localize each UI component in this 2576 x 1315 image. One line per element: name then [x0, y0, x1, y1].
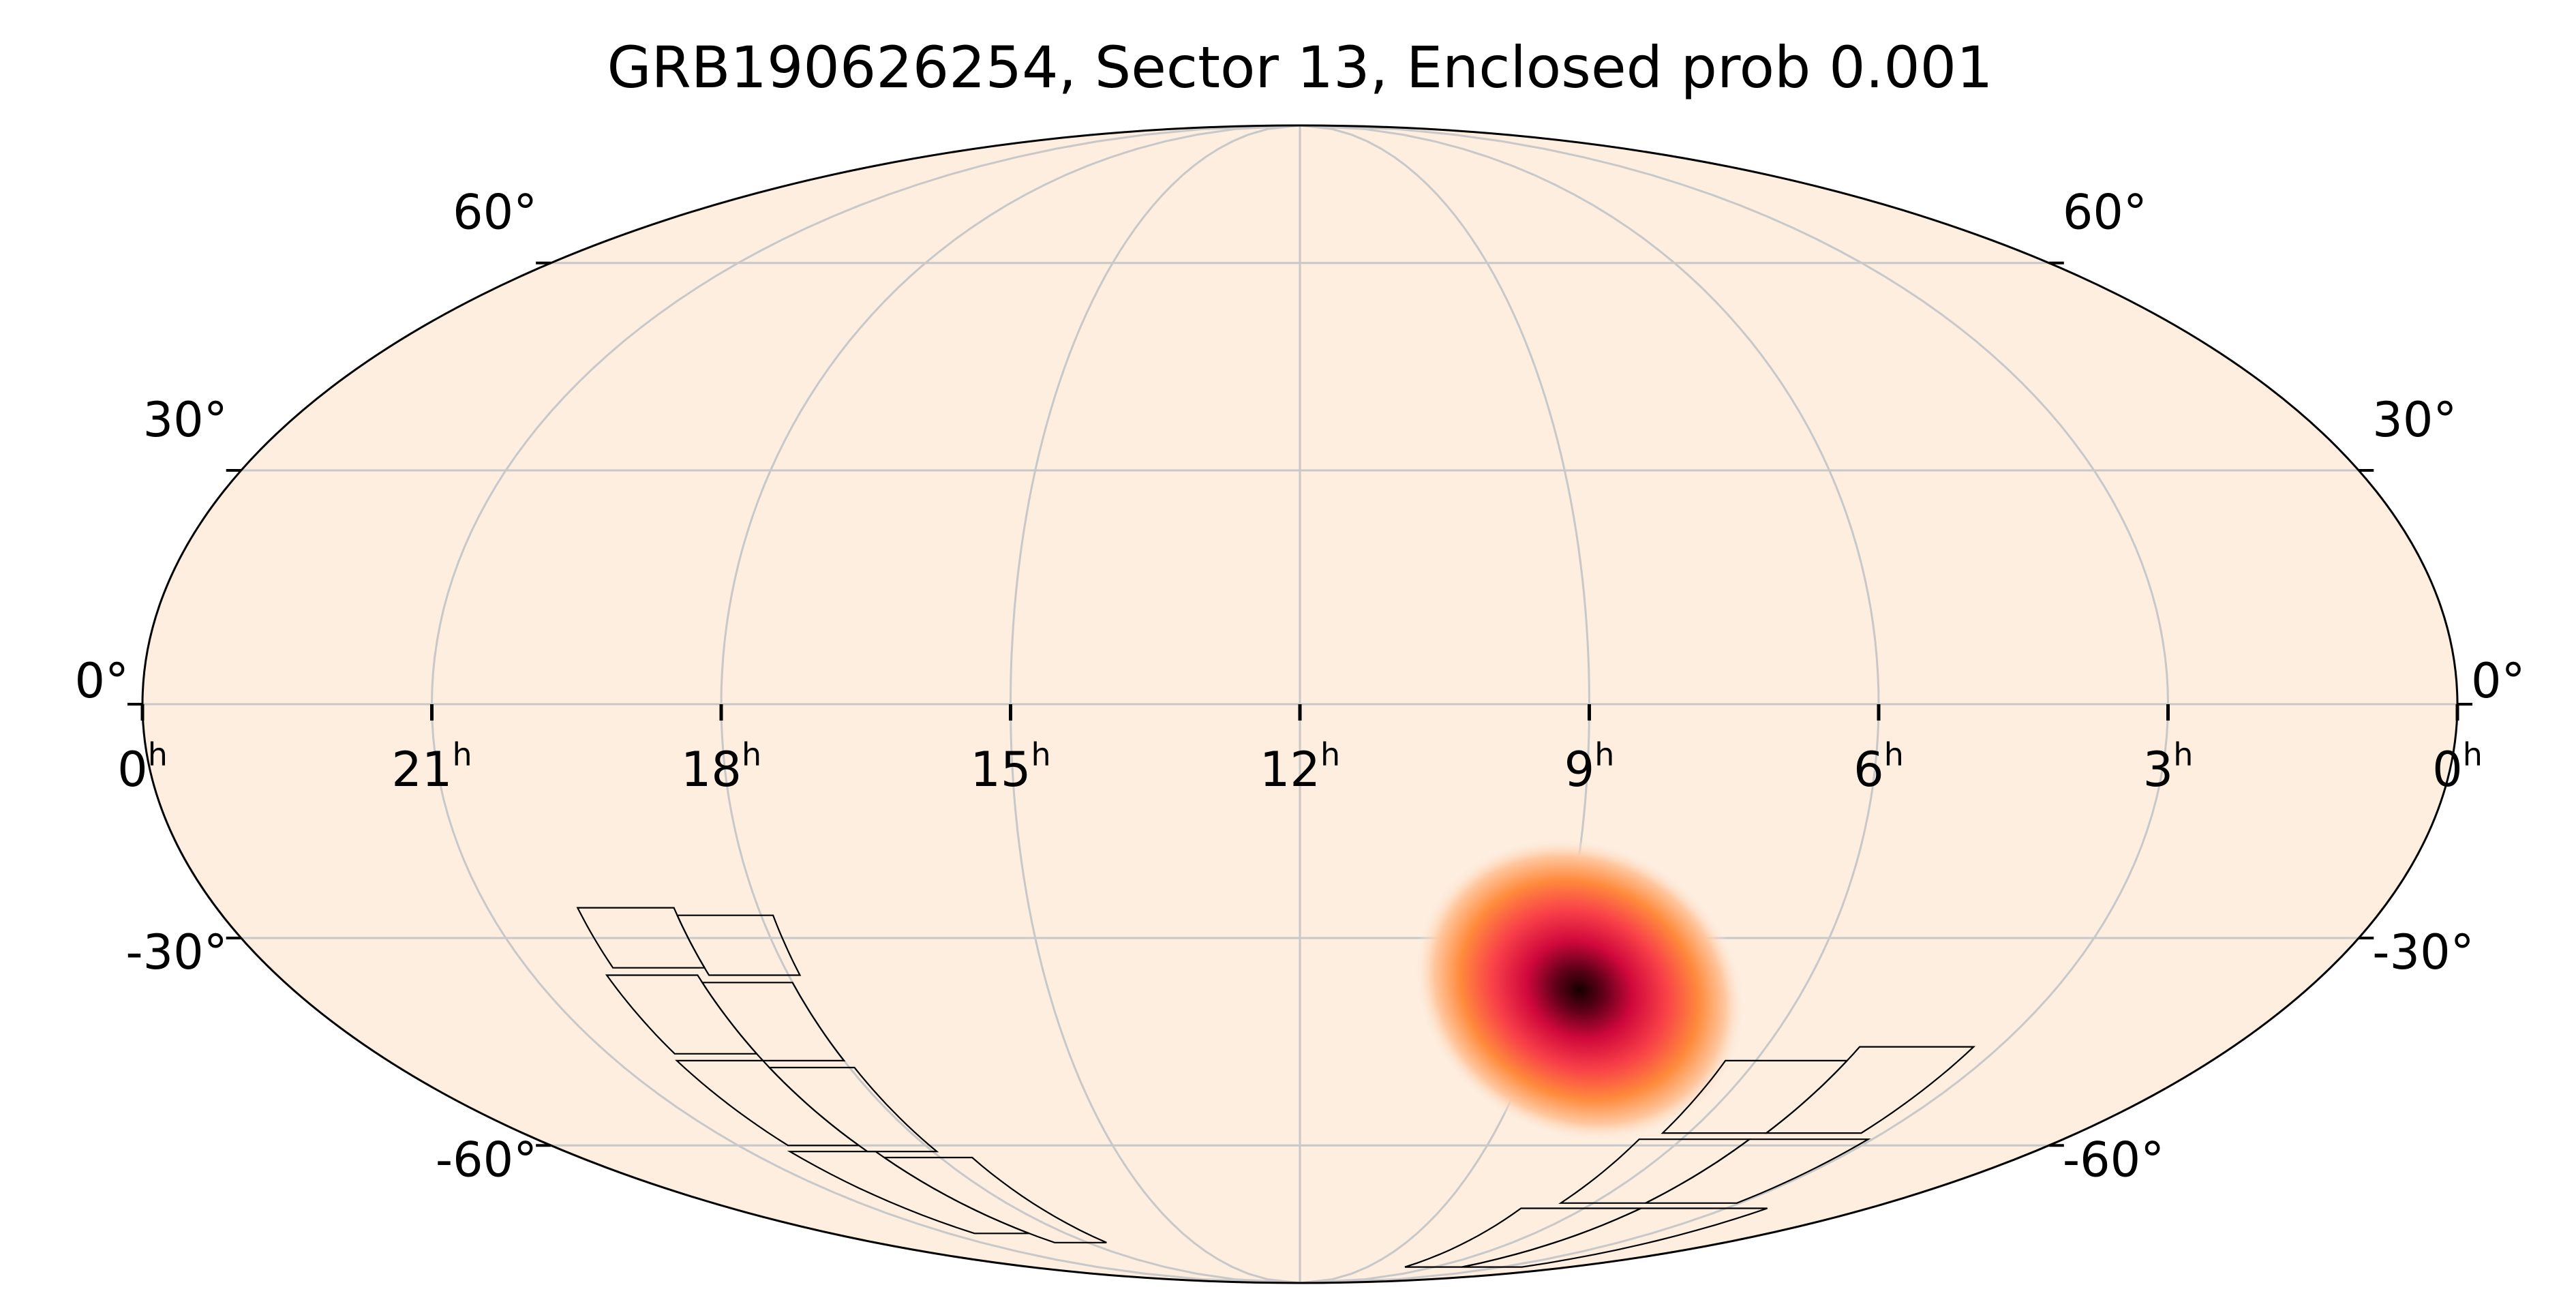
tess-ccd-3: [605, 974, 759, 1055]
ra-tick-value: 18: [681, 742, 742, 798]
tess-ccd-6: [767, 1066, 939, 1153]
ra-tick-value: 6: [1853, 742, 1884, 798]
ra-tick-unit: h: [452, 736, 472, 773]
dec-label-left: 60°: [453, 185, 537, 241]
dec-label-right: 0°: [2471, 653, 2526, 709]
ra-tick-unit: h: [148, 736, 168, 773]
ra-tick-value: 9: [1564, 742, 1595, 798]
ra-tick-unit: h: [1320, 736, 1340, 773]
tess-ccd-8: [881, 1156, 1107, 1243]
dec-label-right: 30°: [2372, 392, 2457, 448]
tess-ccd-12: [1645, 1138, 1871, 1204]
ra-tick-unit: h: [1884, 736, 1904, 773]
tess-sector-footprint: [576, 907, 1976, 1268]
ra-tick-value: 3: [2143, 742, 2174, 798]
tess-ccd-4: [701, 982, 846, 1061]
ra-tick-label: 0h: [2432, 736, 2483, 798]
ra-tick-unit: h: [742, 736, 761, 773]
ra-tick-value: 15: [970, 742, 1031, 798]
probability-hotspot: [1414, 837, 1745, 1143]
tess-ccd-5: [675, 1059, 862, 1147]
ra-tick-label: 18h: [681, 736, 761, 798]
dec-label-left: -60°: [436, 1132, 537, 1188]
tess-ccd-14: [1461, 1207, 1768, 1268]
ra-tick-value: 0: [117, 742, 148, 798]
ra-tick-label: 3h: [2143, 736, 2194, 798]
ra-tick-unit: h: [2173, 736, 2193, 773]
dec-label-left: -30°: [125, 924, 227, 980]
ra-tick-value: 0: [2432, 742, 2463, 798]
ra-tick-label: 0h: [117, 736, 168, 798]
ra-tick-label: 12h: [1260, 736, 1340, 798]
tess-ccd-10: [1763, 1046, 1976, 1134]
ra-tick-unit: h: [2463, 736, 2483, 773]
ra-ticks: [127, 261, 2472, 1147]
ra-tick-label: 6h: [1853, 736, 1904, 798]
ra-tick-label: 21h: [391, 736, 472, 798]
ra-tick-unit: h: [1594, 736, 1614, 773]
dec-label-left: 30°: [143, 392, 228, 448]
ra-tick-value: 21: [391, 742, 452, 798]
dec-label-right: -60°: [2063, 1132, 2164, 1188]
tess-ccd-7: [787, 1151, 1030, 1235]
chart-title: GRB190626254, Sector 13, Enclosed prob 0…: [607, 34, 1992, 101]
dec-label-right: 60°: [2063, 185, 2147, 241]
dec-label-left: 0°: [74, 653, 129, 709]
ra-tick-label: 9h: [1564, 736, 1615, 798]
tess-ccd-1: [576, 907, 706, 969]
dec-label-right: -30°: [2372, 924, 2474, 980]
ra-tick-value: 12: [1260, 742, 1320, 798]
probability-heatmap: [1414, 837, 1745, 1143]
ra-tick-label: 15h: [970, 736, 1050, 798]
ra-tick-unit: h: [1031, 736, 1050, 773]
tess-ccd-2: [676, 914, 802, 976]
